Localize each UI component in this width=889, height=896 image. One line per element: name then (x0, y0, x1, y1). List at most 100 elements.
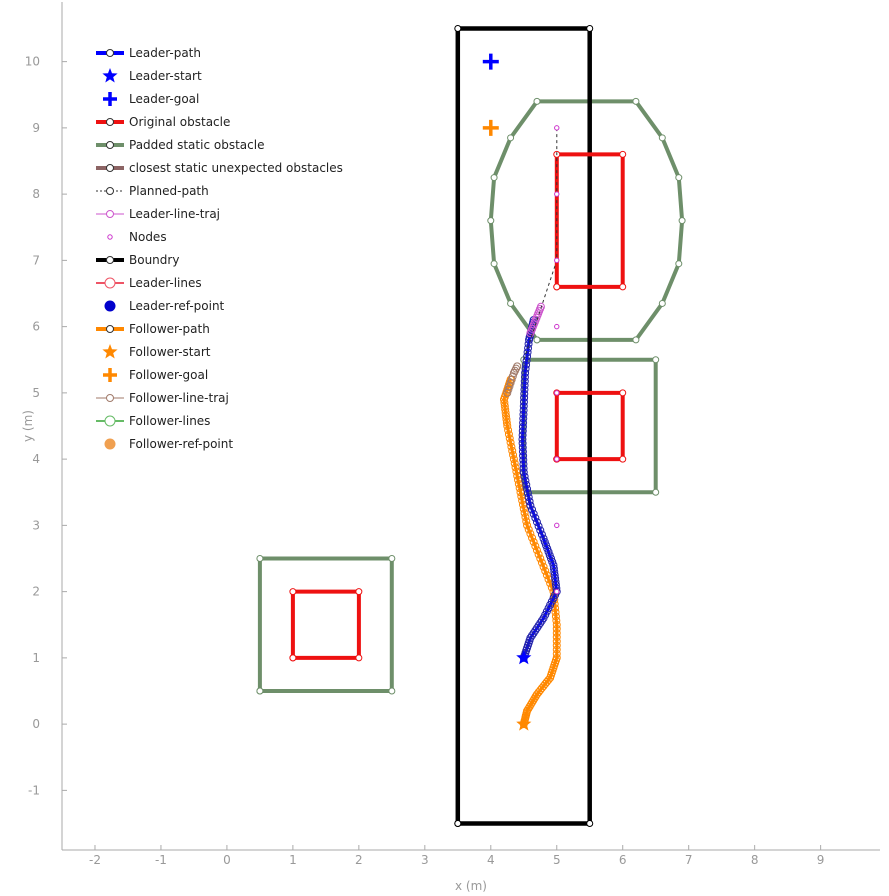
legend-label: Follower-start (129, 345, 211, 359)
leader-path-point (522, 356, 531, 365)
follower-path-point (521, 513, 530, 522)
follower-line-traj-point (508, 372, 517, 381)
legend-marker (106, 49, 114, 57)
follower-path-point (529, 696, 538, 705)
follower-path-point (504, 430, 513, 439)
follower-path-point (532, 546, 541, 555)
legend-marker (104, 438, 116, 450)
legend-marker (106, 118, 114, 126)
x-tick-label: 5 (553, 853, 561, 867)
legend-entry: Planned-path (96, 184, 209, 198)
legend-entry: Original obstacle (96, 115, 230, 129)
y-tick-label: 6 (32, 320, 40, 334)
follower-path-point (551, 608, 560, 617)
y-tick-label: 7 (32, 253, 40, 267)
leader-path-point (532, 518, 541, 527)
follower-path-point (523, 521, 532, 530)
legend-marker (107, 234, 113, 240)
legend-label: Leader-path (129, 46, 201, 60)
leader-path-point (523, 352, 532, 361)
x-tick-label: 0 (223, 853, 231, 867)
y-tick-label: 4 (32, 452, 40, 466)
legend-marker (102, 344, 118, 359)
follower-path-point (524, 525, 533, 534)
original-obstacle-1-vertex (289, 654, 297, 662)
follower-path-point (552, 649, 561, 658)
leader-path-point (521, 364, 530, 373)
leader-path-point (521, 369, 530, 377)
leader-path-point (518, 426, 527, 435)
padded-obstacle-3-vertex (490, 260, 498, 268)
legend-marker (106, 164, 114, 172)
legend-label: Follower-ref-point (129, 437, 233, 451)
leader-path-point (520, 377, 529, 386)
follower-path-point (509, 450, 518, 459)
follower-path-point (512, 467, 521, 476)
leader-path-point (529, 509, 538, 518)
y-tick-label: 5 (32, 386, 40, 400)
follower-path-point (511, 463, 520, 472)
original-obstacle-2-vertex (619, 455, 627, 463)
leader-path-point (519, 414, 528, 423)
legend-label: Follower-lines (129, 414, 210, 428)
original-obstacle-3-vertex (619, 150, 627, 158)
leader-path-point (520, 389, 529, 398)
leader-path-point (519, 464, 528, 473)
legend-marker (104, 277, 116, 289)
leader-path-point (519, 397, 528, 406)
node-point (554, 390, 560, 396)
legend-marker (106, 394, 114, 402)
leader-path-point (523, 489, 532, 498)
leader-path-point (519, 455, 528, 464)
follower-path-point (552, 616, 561, 625)
leader-path-point (519, 451, 528, 460)
follower-path-point (514, 475, 523, 484)
legend-entry: closest static unexpected obstacles (96, 161, 343, 175)
follower-path-point (516, 488, 525, 497)
leader-path-point (537, 530, 546, 539)
legend-marker (104, 415, 116, 427)
padded-obstacle-1-vertex (388, 555, 396, 562)
padded-obstacle-2-vertex (652, 356, 660, 364)
legend-label: Planned-path (129, 184, 209, 198)
follower-path-point (544, 675, 553, 684)
follower-path-point (531, 692, 540, 701)
legend-entry: Padded static obstacle (96, 138, 264, 152)
leader-path-point (522, 480, 531, 489)
follower-path-point (552, 653, 561, 662)
leader-path-point (519, 402, 528, 411)
legend-entry: Leader-start (102, 68, 202, 83)
follower-path-point (504, 426, 513, 435)
padded-obstacle-3-vertex (632, 336, 640, 344)
legend-entry: Follower-lines (96, 414, 210, 428)
legend-entry: Follower-path (96, 322, 210, 336)
legend-entry: Follower-goal (103, 368, 208, 382)
follower-path-point (506, 438, 515, 447)
follower-path-point (524, 704, 533, 713)
y-tick-label: 9 (32, 121, 40, 135)
leader-path-point (519, 406, 528, 415)
follower-path-point (500, 398, 509, 407)
planned-path-line (523, 127, 558, 360)
legend-label: Padded static obstacle (129, 138, 264, 152)
padded-obstacle-3-vertex (678, 217, 686, 225)
follower-path-point (537, 558, 546, 567)
follower-path-point (518, 500, 527, 509)
legend-entry: Boundry (96, 253, 179, 267)
legend-label: closest static unexpected obstacles (129, 161, 343, 175)
legend-label: Nodes (129, 230, 167, 244)
padded-obstacle-3-vertex (533, 336, 541, 344)
legend-marker (103, 368, 117, 382)
leader-path-point (519, 418, 528, 427)
leader-path-point (523, 348, 532, 357)
padded-obstacle-3-vertex (675, 174, 683, 182)
legend-marker (106, 141, 114, 149)
leader-path-point (525, 497, 534, 506)
leader-path-point (518, 447, 527, 456)
padded-obstacle-3-vertex (658, 299, 666, 307)
legend-label: Follower-line-traj (129, 391, 229, 405)
original-obstacle-1-vertex (289, 588, 297, 596)
node-point (554, 522, 560, 529)
leader-path-point (523, 484, 532, 493)
